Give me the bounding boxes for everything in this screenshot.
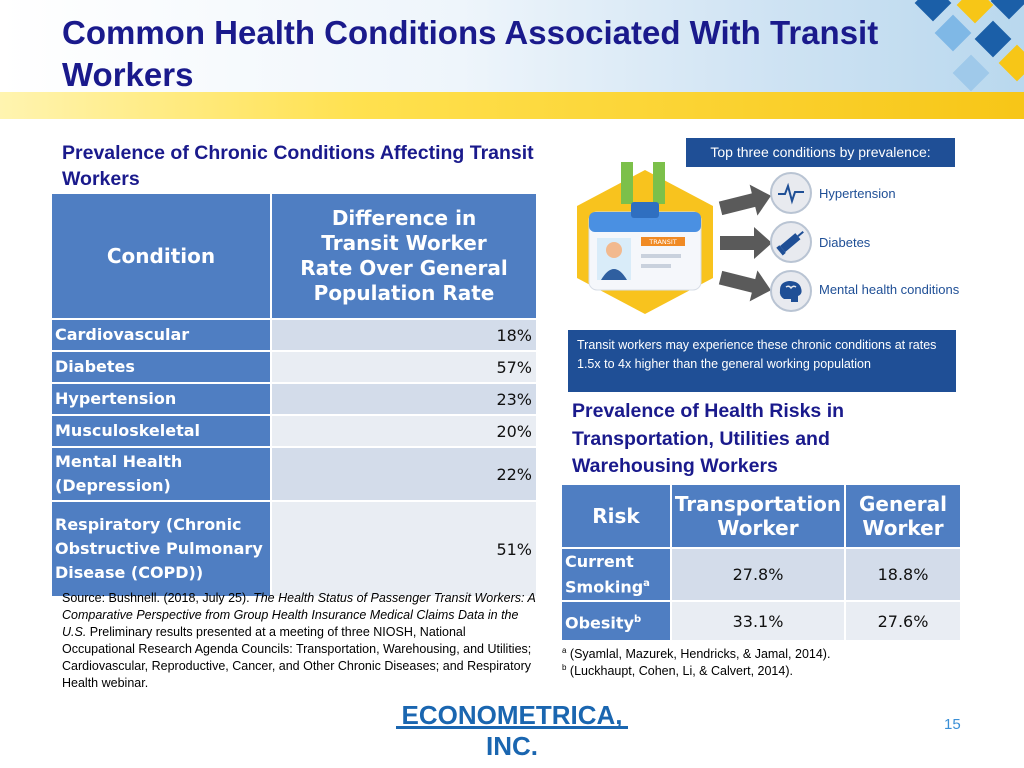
table-row: Diabetes 57%	[52, 352, 536, 382]
value-cell: 18%	[272, 320, 536, 350]
slide-title: Common Health Conditions Associated With…	[62, 14, 879, 93]
condition-cell: Respiratory (Chronic Obstructive Pulmona…	[52, 502, 270, 596]
general-value: 27.6%	[846, 602, 960, 641]
infographic-footer: Transit workers may experience these chr…	[568, 330, 956, 392]
footnote-text: (Luckhaupt, Cohen, Li, & Calvert, 2014).	[566, 664, 793, 679]
health-risks-table: Risk Transportation Worker General Worke…	[560, 483, 962, 642]
source-citation: Source: Bushnell. (2018, July 25). The H…	[62, 590, 538, 692]
logo-underline	[396, 726, 628, 729]
footnote-b: b (Luckhaupt, Cohen, Li, & Calvert, 2014…	[562, 663, 793, 678]
infographic-header: Top three conditions by prevalence:	[686, 138, 955, 167]
source-title: The Health Status of Passenger Transit W…	[62, 591, 536, 639]
condition-label-hypertension: Hypertension	[819, 186, 896, 201]
badge-label: TRANSIT	[648, 238, 677, 246]
value-cell: 57%	[272, 352, 536, 382]
heartbeat-icon	[770, 172, 812, 214]
econometrica-logo: ECONOMETRICA, INC.	[401, 700, 623, 761]
gold-accent-bar	[0, 92, 1024, 119]
transportation-value: 27.8%	[672, 549, 844, 601]
value-cell: 23%	[272, 384, 536, 414]
condition-cell: Hypertension	[52, 384, 270, 414]
table-row: Mental Health (Depression) 22%	[52, 448, 536, 500]
column-header-general: General Worker	[846, 485, 960, 547]
id-badge-icon: TRANSIT	[577, 162, 713, 314]
column-header-condition: Condition	[52, 194, 270, 318]
risk-label: Obesity	[565, 612, 634, 632]
footnote-text: (Syamlal, Mazurek, Hendricks, & Jamal, 2…	[566, 647, 831, 662]
condition-label-diabetes: Diabetes	[819, 235, 871, 250]
column-header-risk: Risk	[562, 485, 670, 547]
footnote-mark: a	[643, 578, 650, 589]
footnote-mark: b	[634, 613, 642, 625]
brain-icon	[770, 270, 812, 312]
footnote-mark: a	[562, 646, 567, 655]
condition-cell: Diabetes	[52, 352, 270, 382]
risk-cell: Obesityb	[562, 602, 670, 641]
condition-cell: Mental Health (Depression)	[52, 448, 270, 500]
page-number: 15	[944, 716, 961, 733]
footnote-mark: b	[562, 663, 567, 672]
value-cell: 51%	[272, 502, 536, 596]
transportation-value: 33.1%	[672, 602, 844, 641]
condition-cell: Cardiovascular	[52, 320, 270, 350]
column-header-difference: Difference in Transit Worker Rate Over G…	[272, 194, 536, 318]
table-row: Hypertension 23%	[52, 384, 536, 414]
general-value: 18.8%	[846, 549, 960, 601]
risk-cell: Current Smokinga	[562, 549, 670, 601]
table-row: Obesityb 33.1% 27.6%	[562, 602, 960, 641]
risk-label: Current Smoking	[565, 552, 644, 597]
risks-heading: Prevalence of Health Risks in Transporta…	[572, 400, 845, 477]
chronic-heading: Prevalence of Chronic Conditions Affecti…	[62, 142, 534, 190]
table-row: Musculoskeletal 20%	[52, 416, 536, 446]
source-suffix: Preliminary results presented at a meeti…	[62, 625, 532, 690]
value-cell: 22%	[272, 448, 536, 500]
arrow-to-diabetes	[720, 227, 772, 259]
table-row: Cardiovascular 18%	[52, 320, 536, 350]
header-band	[0, 0, 1024, 92]
chronic-conditions-table: Condition Difference in Transit Worker R…	[50, 192, 538, 598]
id-badge-illustration: TRANSIT	[565, 162, 725, 322]
table-row: Current Smokinga 27.8% 18.8%	[562, 549, 960, 601]
source-prefix: Source: Bushnell. (2018, July 25).	[62, 591, 254, 605]
condition-cell: Musculoskeletal	[52, 416, 270, 446]
column-header-transportation: Transportation Worker	[672, 485, 844, 547]
value-cell: 20%	[272, 416, 536, 446]
condition-label-mental-health: Mental health conditions	[819, 282, 960, 297]
table-row: Respiratory (Chronic Obstructive Pulmona…	[52, 502, 536, 596]
syringe-icon	[770, 221, 812, 263]
footnote-a: a (Syamlal, Mazurek, Hendricks, & Jamal,…	[562, 646, 830, 661]
